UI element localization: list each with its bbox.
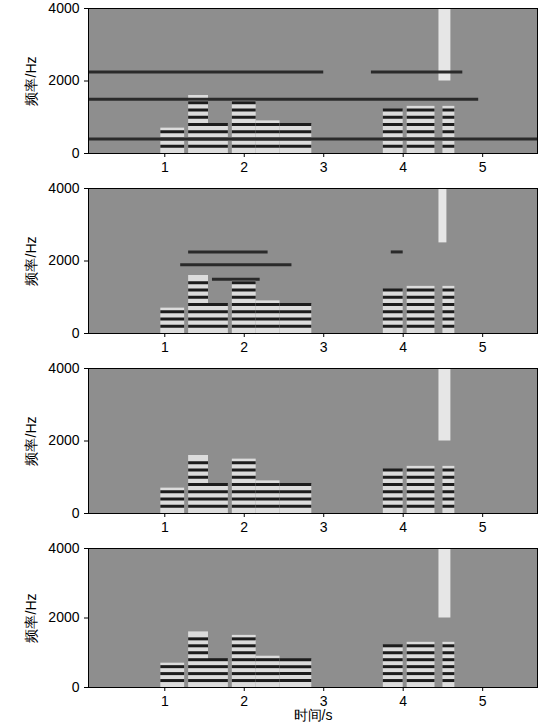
svg-text:0: 0 [72,505,80,521]
svg-text:2: 2 [240,339,248,355]
svg-text:4000: 4000 [48,180,79,196]
svg-text:2: 2 [240,519,248,535]
svg-text:3: 3 [320,519,328,535]
svg-text:4000: 4000 [48,540,79,556]
svg-text:1: 1 [161,693,169,709]
svg-text:频率/Hz: 频率/Hz [23,417,39,466]
svg-text:0: 0 [72,325,80,341]
svg-text:5: 5 [479,519,487,535]
svg-text:频率/Hz: 频率/Hz [23,57,39,106]
svg-text:4: 4 [399,693,407,709]
svg-text:2000: 2000 [48,609,79,625]
svg-text:2: 2 [240,693,248,709]
svg-text:2000: 2000 [48,432,79,448]
svg-text:2: 2 [240,159,248,175]
svg-text:5: 5 [479,159,487,175]
svg-text:频率/Hz: 频率/Hz [23,594,39,643]
svg-text:3: 3 [320,159,328,175]
svg-text:2000: 2000 [48,252,79,268]
svg-text:1: 1 [161,519,169,535]
svg-text:0: 0 [72,679,80,695]
svg-text:4: 4 [399,159,407,175]
svg-text:3: 3 [319,693,328,710]
svg-text:4: 4 [399,519,407,535]
svg-text:频率/Hz: 频率/Hz [23,237,39,286]
svg-text:时间/s: 时间/s [294,707,333,723]
svg-text:5: 5 [479,693,487,709]
svg-text:1: 1 [161,339,169,355]
svg-text:0: 0 [72,145,80,161]
svg-text:2000: 2000 [48,72,79,88]
svg-text:4: 4 [399,339,407,355]
svg-text:5: 5 [479,339,487,355]
svg-text:4000: 4000 [48,0,79,16]
svg-text:1: 1 [161,159,169,175]
svg-text:4000: 4000 [48,360,79,376]
svg-text:3: 3 [320,339,328,355]
